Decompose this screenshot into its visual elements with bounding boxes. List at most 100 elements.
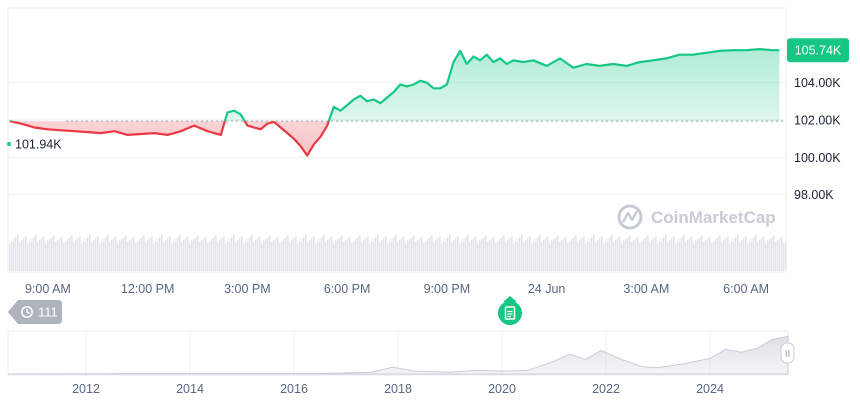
volume-bar: [195, 237, 197, 271]
volume-bar: [679, 239, 681, 271]
volume-bar: [299, 241, 301, 271]
volume-bar: [369, 243, 371, 271]
volume-bar: [725, 238, 727, 271]
volume-bar: [521, 235, 523, 271]
volume-bar: [283, 239, 285, 271]
volume-bar: [473, 238, 475, 271]
volume-bar: [423, 243, 425, 271]
volume-bar: [139, 239, 141, 271]
navigator-x-tick-label: 2014: [176, 382, 204, 396]
volume-bar: [523, 242, 525, 271]
volume-bar: [367, 236, 369, 271]
volume-bar: [135, 243, 137, 271]
volume-bar: [327, 240, 329, 271]
price-line-up: [9, 48, 780, 122]
volume-bar: [475, 236, 477, 271]
volume-bar: [559, 242, 561, 271]
x-tick-label: 12:00 PM: [121, 282, 175, 296]
volume-bar: [121, 239, 123, 271]
navigator-x-tick-label: 2018: [384, 382, 412, 396]
volume-bar: [659, 241, 661, 271]
volume-bar: [765, 243, 767, 271]
history-icon: [20, 305, 33, 318]
volume-bar: [535, 239, 537, 271]
volume-bar: [185, 238, 187, 271]
volume-bar: [477, 243, 479, 271]
event-marker[interactable]: [498, 296, 522, 325]
volume-bar: [265, 239, 267, 271]
volume-bar: [113, 238, 115, 271]
volume-bar: [783, 243, 785, 271]
x-tick-label: 6:00 AM: [723, 282, 769, 296]
volume-bar: [717, 237, 719, 271]
volume-bar: [175, 239, 177, 271]
volume-bar: [773, 235, 775, 271]
volume-bar: [47, 241, 49, 271]
grid-lines: [7, 7, 787, 273]
volume-bar: [23, 238, 25, 271]
volume-bar: [721, 242, 723, 271]
coinmarketcap-logo-icon: [617, 204, 643, 230]
volume-bar: [613, 242, 615, 271]
volume-bar: [751, 239, 753, 271]
volume-bar: [271, 242, 273, 271]
volume-bar: [119, 241, 121, 271]
volume-bar: [665, 235, 667, 271]
volume-bar: [199, 242, 201, 271]
volume-bar: [125, 235, 127, 271]
volume-bar: [715, 239, 717, 271]
volume-bar: [563, 238, 565, 271]
volume-bar: [363, 240, 365, 271]
volume-bar: [345, 240, 347, 271]
volume-bar: [169, 236, 171, 271]
volume-bar: [383, 238, 385, 271]
volume-bar: [667, 242, 669, 271]
volume-bar: [193, 239, 195, 271]
volume-bar: [249, 237, 251, 271]
volume-bar: [553, 239, 555, 271]
volume-bar: [147, 240, 149, 271]
volume-bar: [703, 242, 705, 271]
volume-bar: [519, 237, 521, 271]
navigator-handle[interactable]: II: [780, 342, 795, 364]
volume-bar: [37, 242, 39, 271]
volume-bar: [25, 236, 27, 271]
history-badge[interactable]: 111: [8, 300, 62, 324]
volume-bar: [561, 240, 563, 271]
volume-bar: [517, 239, 519, 271]
volume-bar: [71, 235, 73, 271]
volume-bar: [21, 240, 23, 271]
volume-bar: [441, 243, 443, 271]
volume-bar: [13, 239, 15, 271]
volume-bar: [461, 241, 463, 271]
volume-bar: [301, 239, 303, 271]
volume-bar: [463, 239, 465, 271]
volume-bar: [705, 240, 707, 271]
volume-bar: [623, 241, 625, 271]
volume-bar: [497, 241, 499, 271]
volume-bar: [149, 238, 151, 271]
volume-bar: [435, 240, 437, 271]
volume-bar: [341, 235, 343, 271]
volume-bar: [347, 238, 349, 271]
drag-handle-icon: II: [785, 349, 791, 360]
volume-bar: [191, 241, 193, 271]
volume-bar: [639, 243, 641, 271]
volume-bar: [443, 241, 445, 271]
volume-bar: [551, 241, 553, 271]
volume-bar: [117, 243, 119, 271]
volume-bar: [407, 241, 409, 271]
volume-bar: [399, 240, 401, 271]
volume-bar: [89, 235, 91, 271]
volume-bar: [41, 238, 43, 271]
volume-bar: [483, 237, 485, 271]
volume-bar: [719, 235, 721, 271]
navigator-chart[interactable]: II: [7, 330, 795, 376]
volume-bar: [81, 243, 83, 271]
plot-frame: [7, 7, 787, 273]
volume-bar: [527, 238, 529, 271]
volume-bar: [357, 237, 359, 271]
volume-bar: [39, 240, 41, 271]
volume-bar: [155, 241, 157, 271]
